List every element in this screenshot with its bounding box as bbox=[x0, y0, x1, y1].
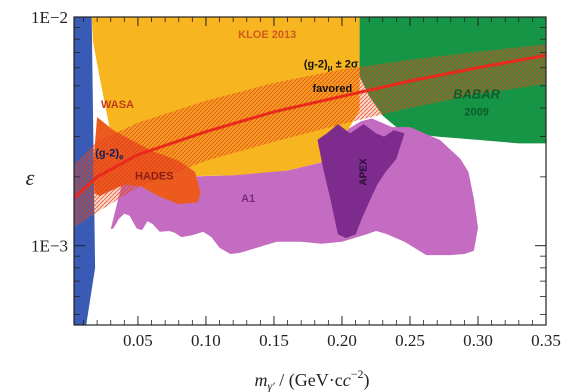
x-tick-label: 0.30 bbox=[463, 331, 493, 350]
babar-label: BABAR bbox=[453, 87, 501, 102]
x-tick-label: 0.15 bbox=[259, 331, 289, 350]
favored-band-layer bbox=[74, 44, 546, 228]
kloe-label: KLOE 2013 bbox=[238, 29, 296, 41]
g2mu-label: (g-2)μ ± 2σ bbox=[304, 59, 359, 73]
g2e-label-text: (g-2) bbox=[95, 148, 119, 160]
hades-label-text: HADES bbox=[135, 170, 174, 182]
x-axis-label-exponent: −2 bbox=[351, 367, 364, 381]
babar-label-text: BABAR bbox=[453, 87, 501, 102]
g2mu-label-text: (g-2) bbox=[304, 59, 328, 71]
x-tick-label: 0.35 bbox=[531, 331, 561, 350]
x-axis-label-units: / (GeV·c bbox=[275, 370, 343, 391]
apex-label-text: APEX bbox=[358, 158, 369, 186]
wasa-label-text: WASA bbox=[101, 99, 134, 111]
a1-label: A1 bbox=[241, 193, 255, 205]
g2mu-label-subscript: μ bbox=[328, 64, 333, 73]
babar-year-label-text: 2009 bbox=[464, 107, 488, 119]
y-axis-label: ε bbox=[26, 165, 35, 190]
favored-label: favored bbox=[313, 83, 353, 95]
central-curve bbox=[74, 53, 546, 199]
x-axis-label-symbol: m bbox=[254, 370, 267, 390]
region-labels: KLOE 2013(g-2)μ ± 2σfavoredWASA(g-2)eHAD… bbox=[95, 29, 500, 205]
region-apex bbox=[317, 124, 405, 238]
kloe-label-text: KLOE 2013 bbox=[238, 29, 296, 41]
babar-year-label: 2009 bbox=[464, 107, 488, 119]
y-tick-label: 1E−2 bbox=[31, 8, 68, 27]
a1-label-text: A1 bbox=[241, 193, 255, 205]
g2e-label: (g-2)e bbox=[95, 148, 124, 162]
hades-label: HADES bbox=[135, 170, 174, 182]
apex-label: APEX bbox=[358, 158, 369, 186]
y-tick-label: 1E−3 bbox=[31, 237, 68, 256]
x-axis-label: mγ′ / (GeV·cc−2) bbox=[254, 367, 369, 392]
favored-band bbox=[74, 44, 546, 228]
wasa-label: WASA bbox=[101, 99, 134, 111]
x-tick-label: 0.25 bbox=[395, 331, 425, 350]
x-axis-label-subscript: γ′ bbox=[267, 379, 275, 392]
x-tick-label: 0.10 bbox=[191, 331, 221, 350]
x-tick-label: 0.20 bbox=[327, 331, 357, 350]
x-axis-label-close: ) bbox=[364, 370, 370, 391]
g2e-label-subscript: e bbox=[119, 153, 124, 162]
x-tick-label: 0.05 bbox=[123, 331, 153, 350]
axis-ticks: 0.05 0.10 0.15 0.20 0.25 0.30 0.35 1E−2 1E−3 bbox=[31, 8, 561, 350]
favored-label-text: favored bbox=[313, 83, 353, 95]
g2mu-label-suffix: ± 2σ bbox=[333, 59, 359, 71]
x-axis-label-units-c: c bbox=[343, 370, 351, 390]
plot-frame bbox=[73, 16, 547, 326]
